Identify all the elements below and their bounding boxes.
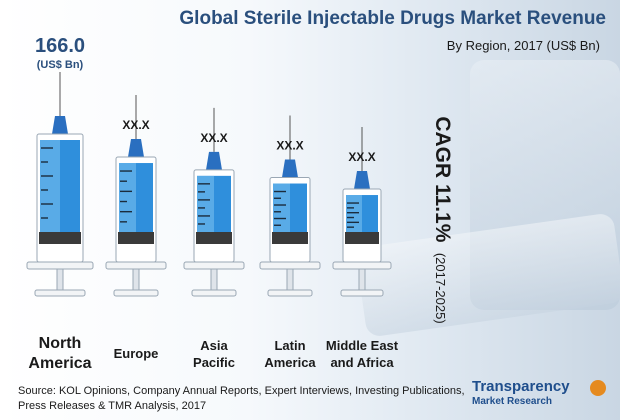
category-label: Pacific (193, 355, 235, 370)
syringe-bar: XX.X Latin America (259, 115, 321, 370)
syringe-flange (332, 261, 392, 270)
category-label: North (39, 335, 82, 352)
syringe-plunger (345, 232, 379, 244)
value-label: XX.X (200, 131, 227, 145)
category-label: America (264, 355, 316, 370)
logo-line-1: Transparency (472, 378, 570, 395)
syringe-plunger (118, 232, 154, 244)
cagr-callout: CAGR 11.1% (2017-2025) (428, 110, 456, 330)
syringe-thumb-rest (191, 289, 237, 297)
syringe-rod (132, 268, 140, 292)
syringe-thumb-rest (34, 289, 86, 297)
value-label: XX.X (348, 150, 375, 164)
syringe-rod (210, 268, 218, 292)
syringe-flange (26, 261, 94, 270)
value-label: XX.X (276, 139, 303, 153)
syringe-bar: 166.0 (US$ Bn) North America (26, 35, 94, 372)
category-label: Latin (274, 338, 305, 353)
category-label: Europe (114, 346, 159, 361)
chart-subtitle: By Region, 2017 (US$ Bn) (446, 38, 600, 53)
syringe-plunger (196, 232, 232, 244)
syringe-liquid-highlight (119, 163, 136, 232)
cagr-value: CAGR 11.1% (431, 116, 454, 243)
syringe-rod (286, 268, 294, 292)
syringe-cap (128, 139, 144, 158)
unit-label: (US$ Bn) (37, 59, 84, 71)
company-logo: Transparency Market Research (472, 378, 612, 412)
chart-title: Global Sterile Injectable Drugs Market R… (179, 8, 606, 29)
syringe-liquid-highlight (273, 183, 290, 232)
syringe-bar: XX.X Europe (105, 95, 167, 361)
syringe-liquid-highlight (346, 195, 362, 232)
logo-check-icon (590, 380, 606, 396)
category-label: and Africa (330, 355, 394, 370)
syringe-cap (52, 116, 68, 134)
syringe-flange (259, 261, 321, 270)
syringe-rod (358, 268, 366, 292)
value-label: XX.X (122, 118, 149, 132)
syringe-thumb-rest (340, 289, 384, 297)
cagr-period: (2017-2025) (433, 252, 448, 324)
logo-line-2: Market Research (472, 396, 553, 407)
syringe-liquid-highlight (40, 140, 60, 232)
syringe-cap (282, 159, 298, 178)
category-label: America (28, 355, 91, 372)
category-label: Middle East (326, 338, 399, 353)
syringe-rod (56, 268, 64, 292)
syringe-thumb-rest (113, 289, 159, 297)
syringe-plunger (39, 232, 81, 244)
syringe-bar: XX.X Middle East and Africa (326, 127, 399, 370)
syringe-liquid-highlight (197, 175, 214, 232)
value-label: 166.0 (35, 35, 85, 57)
category-label: Asia (200, 338, 228, 353)
syringe-cap (354, 171, 370, 190)
syringe-thumb-rest (267, 289, 313, 297)
source-note: Source: KOL Opinions, Company Annual Rep… (18, 385, 465, 412)
syringe-bar: XX.X Asia Pacific (183, 107, 245, 370)
syringe-cap (206, 151, 222, 170)
syringe-flange (105, 261, 167, 270)
syringe-flange (183, 261, 245, 270)
syringe-plunger (272, 232, 308, 244)
